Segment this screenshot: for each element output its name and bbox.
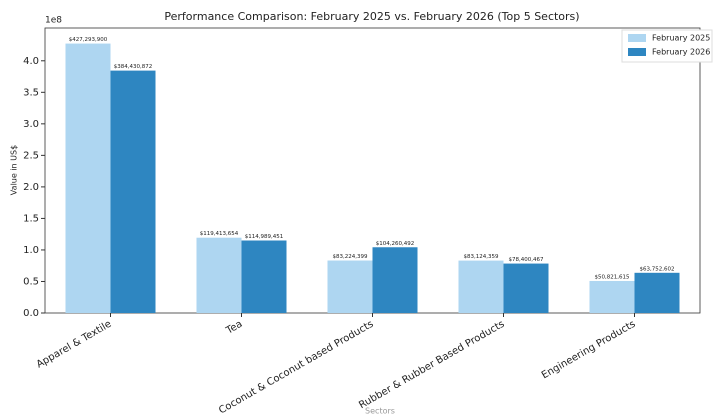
legend-swatch xyxy=(628,34,646,42)
y-axis-label: Value in US$ xyxy=(10,145,19,195)
bar xyxy=(589,280,635,313)
bar xyxy=(503,263,549,313)
y-tick-label: 4.0 xyxy=(23,56,39,67)
x-tick-label: Coconut & Coconut based Products xyxy=(217,319,375,417)
bar xyxy=(65,43,111,313)
x-tick-label: Rubber & Rubber Based Products xyxy=(357,319,506,412)
value-label: $114,989,451 xyxy=(245,234,284,240)
value-label: $427,293,900 xyxy=(69,37,108,43)
bar xyxy=(372,247,418,313)
value-label: $78,400,467 xyxy=(509,257,544,263)
y-tick-label: 2.0 xyxy=(23,182,39,193)
value-label: $83,224,399 xyxy=(333,254,368,260)
y-offset-label: 1e8 xyxy=(45,16,62,26)
y-tick-label: 3.0 xyxy=(23,119,39,130)
value-label: $63,752,602 xyxy=(640,266,675,272)
legend-label: February 2026 xyxy=(652,48,710,57)
legend-label: February 2025 xyxy=(652,34,710,43)
bar xyxy=(634,272,680,313)
y-tick-label: 0.5 xyxy=(23,276,39,287)
value-label: $83,124,359 xyxy=(464,254,499,260)
x-tick-label: Apparel & Textile xyxy=(35,319,114,371)
chart-title: Performance Comparison: February 2025 vs… xyxy=(164,10,579,23)
bar xyxy=(327,260,373,313)
bar xyxy=(196,237,242,313)
value-label: $104,260,492 xyxy=(376,241,415,247)
legend-swatch xyxy=(628,48,646,56)
y-tick-label: 2.5 xyxy=(23,150,39,161)
x-tick-label: Tea xyxy=(224,319,245,337)
y-tick-label: 3.5 xyxy=(23,87,39,98)
x-axis-label: Sectors xyxy=(365,407,395,416)
y-tick-label: 0.0 xyxy=(23,308,39,319)
bar xyxy=(458,260,504,313)
value-label: $50,821,615 xyxy=(595,274,630,280)
bar xyxy=(241,240,287,313)
bar xyxy=(110,70,156,313)
y-tick-label: 1.0 xyxy=(23,245,39,256)
x-tick-label: Engineering Products xyxy=(540,319,638,382)
y-tick-label: 1.5 xyxy=(23,213,39,224)
value-label: $384,430,872 xyxy=(114,64,153,70)
value-label: $119,413,654 xyxy=(200,231,239,237)
